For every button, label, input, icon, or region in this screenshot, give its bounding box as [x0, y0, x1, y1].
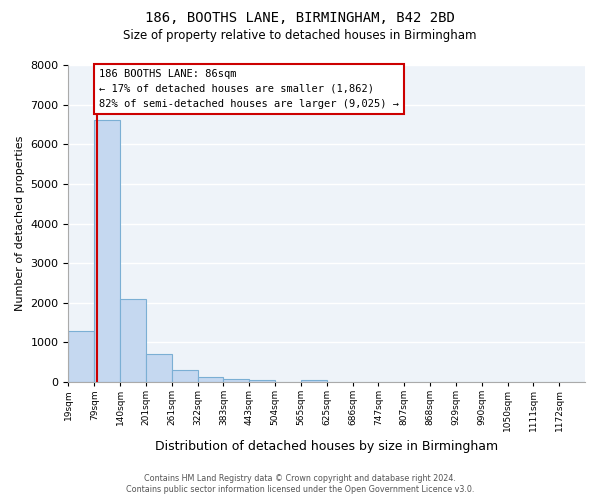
- Text: Size of property relative to detached houses in Birmingham: Size of property relative to detached ho…: [123, 29, 477, 42]
- Text: Contains HM Land Registry data © Crown copyright and database right 2024.
Contai: Contains HM Land Registry data © Crown c…: [126, 474, 474, 494]
- Bar: [249, 380, 275, 382]
- Bar: [197, 377, 223, 382]
- X-axis label: Distribution of detached houses by size in Birmingham: Distribution of detached houses by size …: [155, 440, 498, 452]
- Y-axis label: Number of detached properties: Number of detached properties: [15, 136, 25, 311]
- Bar: [223, 379, 249, 382]
- Text: 186, BOOTHS LANE, BIRMINGHAM, B42 2BD: 186, BOOTHS LANE, BIRMINGHAM, B42 2BD: [145, 12, 455, 26]
- Bar: [94, 120, 120, 382]
- Bar: [146, 354, 172, 382]
- Bar: [68, 330, 94, 382]
- Text: 186 BOOTHS LANE: 86sqm
← 17% of detached houses are smaller (1,862)
82% of semi-: 186 BOOTHS LANE: 86sqm ← 17% of detached…: [99, 69, 399, 108]
- Bar: [172, 370, 197, 382]
- Bar: [120, 299, 146, 382]
- Bar: [301, 380, 327, 382]
